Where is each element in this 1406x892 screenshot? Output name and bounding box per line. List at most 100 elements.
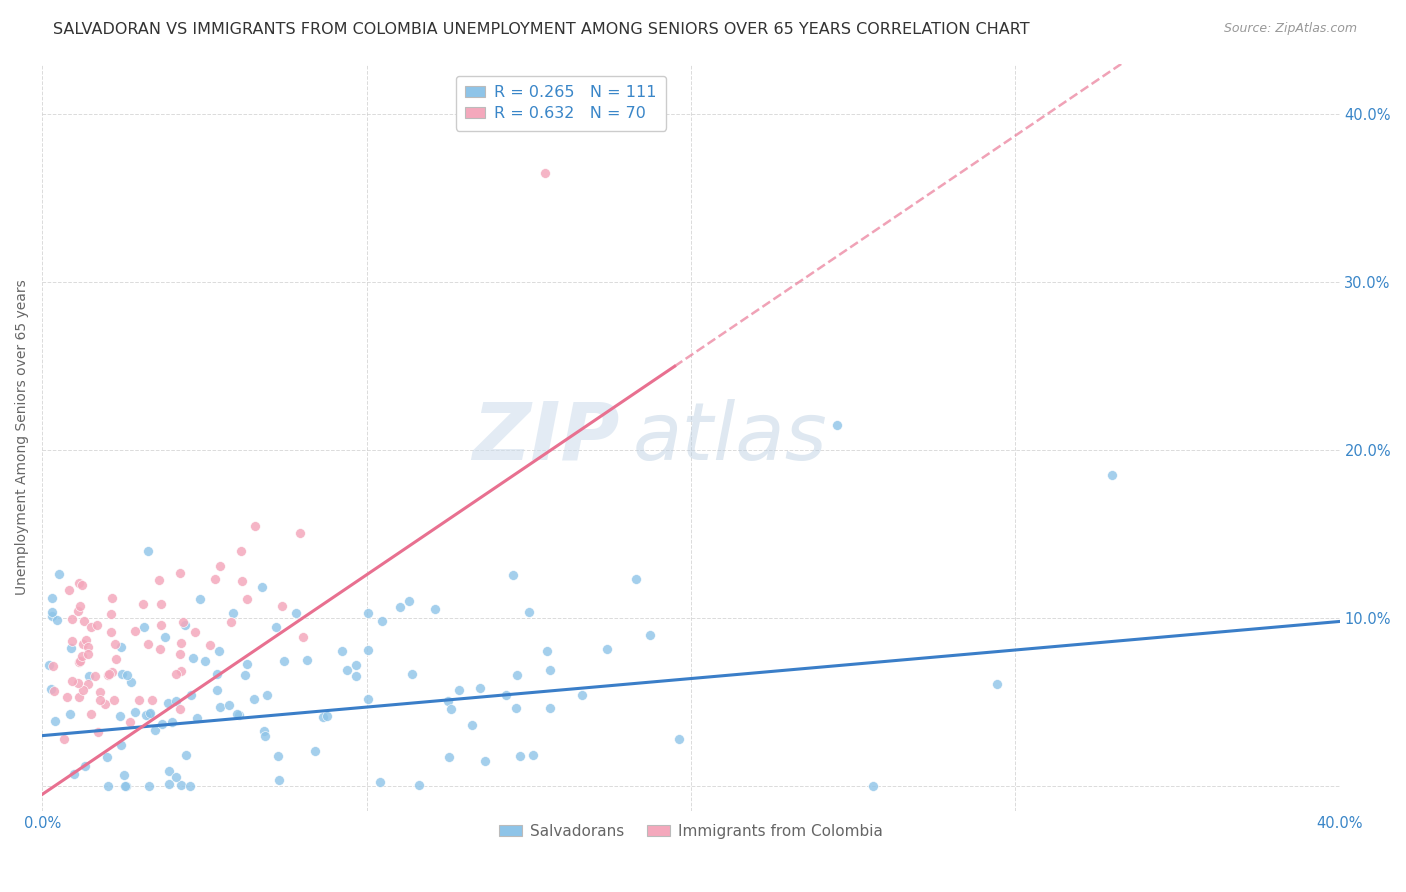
Point (72, 648, 94, 663)
Point (169, 648, 191, 662)
Point (174, 747, 197, 762)
Point (169, 702, 191, 716)
Point (67, 690, 90, 705)
Point (188, 591, 211, 606)
Point (986, 677, 1008, 691)
Point (312, 710, 335, 724)
Point (110, 709, 132, 723)
Point (538, 700, 561, 714)
Point (398, 594, 420, 608)
Point (69, 599, 91, 614)
Point (204, 572, 226, 586)
Point (67, 655, 90, 669)
Point (170, 778, 193, 792)
Point (87, 724, 110, 739)
Point (149, 597, 172, 611)
Point (229, 543, 252, 558)
Point (38, 657, 60, 672)
Point (150, 617, 173, 632)
Point (371, 614, 394, 628)
Point (267, 772, 290, 787)
Point (96, 750, 118, 764)
Point (98, 666, 121, 681)
Point (41, 608, 63, 623)
Point (148, 642, 170, 657)
Point (157, 777, 180, 791)
Point (120, 675, 142, 690)
Point (97, 668, 120, 682)
Point (236, 592, 259, 607)
Point (156, 696, 179, 710)
Point (77, 640, 100, 654)
Point (104, 637, 127, 651)
Point (335, 663, 357, 677)
Point (58, 582, 80, 597)
Point (292, 630, 315, 644)
Point (135, 708, 157, 723)
Point (495, 688, 517, 702)
Point (100, 625, 122, 640)
Point (290, 526, 312, 541)
Point (110, 738, 132, 752)
Point (53, 732, 76, 747)
Point (250, 580, 273, 594)
Point (357, 642, 380, 657)
Point (60, 612, 83, 626)
Point (218, 698, 240, 712)
Point (571, 688, 593, 702)
Point (536, 644, 558, 658)
Point (256, 688, 278, 702)
Point (170, 665, 193, 679)
Point (115, 668, 138, 682)
Point (160, 714, 183, 729)
Point (357, 692, 380, 706)
Point (423, 602, 446, 616)
Point (231, 574, 253, 588)
Point (128, 693, 150, 707)
Point (73, 759, 96, 773)
Point (73, 614, 96, 628)
Point (150, 716, 173, 731)
Point (103, 692, 125, 706)
Point (75, 632, 97, 647)
Point (221, 606, 243, 620)
Point (44, 714, 66, 728)
Point (77, 669, 100, 683)
Point (46, 613, 69, 627)
Point (207, 644, 229, 658)
Point (70, 578, 93, 592)
Text: atlas: atlas (633, 399, 827, 476)
Y-axis label: Unemployment Among Seniors over 65 years: Unemployment Among Seniors over 65 years (15, 280, 30, 596)
Point (80, 620, 103, 634)
Point (66, 604, 89, 618)
Point (101, 591, 124, 605)
Point (266, 619, 288, 633)
Point (72, 683, 94, 698)
Point (120, 715, 142, 730)
Point (474, 754, 496, 768)
Point (165, 770, 187, 784)
Point (245, 519, 267, 533)
Point (60, 634, 83, 648)
Point (330, 643, 353, 657)
Point (67, 676, 90, 690)
Point (624, 572, 647, 586)
Point (41, 591, 63, 605)
Point (72, 637, 94, 651)
Point (180, 688, 202, 702)
Point (447, 682, 470, 697)
Point (173, 618, 195, 632)
Point (132, 597, 155, 611)
Point (228, 707, 250, 722)
Point (77, 677, 100, 691)
Point (226, 706, 249, 721)
Point (509, 748, 531, 763)
Point (186, 711, 208, 725)
Point (138, 779, 160, 793)
Point (862, 779, 884, 793)
Point (179, 779, 201, 793)
Point (77, 648, 100, 662)
Point (148, 573, 170, 587)
Point (69, 654, 91, 668)
Point (141, 692, 163, 706)
